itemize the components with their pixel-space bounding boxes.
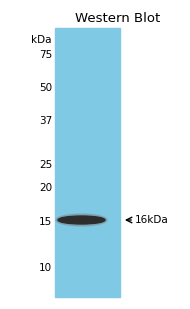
Text: 25: 25	[39, 160, 52, 170]
Text: 37: 37	[39, 116, 52, 126]
Text: 10: 10	[39, 263, 52, 273]
Ellipse shape	[58, 216, 105, 224]
Text: Western Blot: Western Blot	[75, 12, 161, 25]
Ellipse shape	[56, 214, 107, 226]
Text: 50: 50	[39, 83, 52, 93]
Text: 75: 75	[39, 50, 52, 60]
Text: 16kDa: 16kDa	[135, 215, 169, 225]
Bar	[55, 28, 120, 297]
Text: 15: 15	[39, 217, 52, 227]
Text: kDa: kDa	[32, 35, 52, 45]
Text: 20: 20	[39, 183, 52, 193]
